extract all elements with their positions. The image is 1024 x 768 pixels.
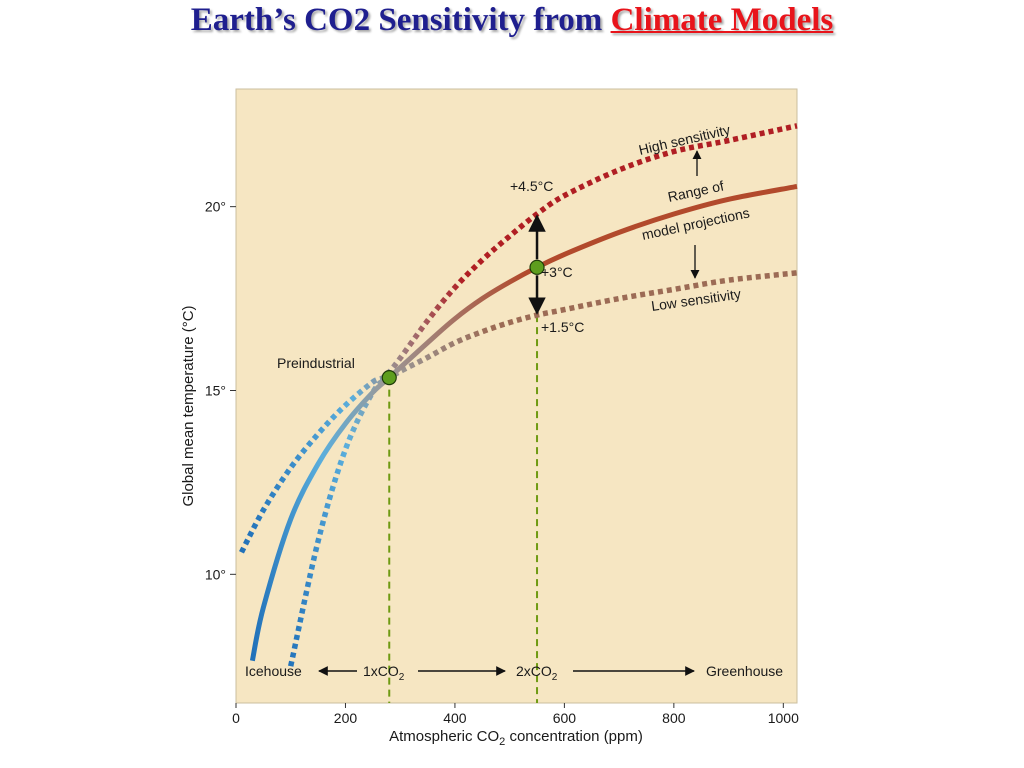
label-1xco2: 1xCO2 [363, 663, 405, 683]
x-tick-label: 1000 [768, 710, 799, 726]
series-high-sensitivity [239, 123, 798, 554]
y-tick-label: 20° [205, 199, 226, 215]
x-tick-label: 600 [553, 710, 577, 726]
y-axis-label: Global mean temperature (°C) [180, 305, 197, 506]
label-low-1-5: +1.5°C [541, 319, 584, 335]
label-preindustrial: Preindustrial [277, 355, 355, 371]
x-axis-label: Atmospheric CO2 concentration (ppm) [389, 728, 643, 748]
label-2xco2: 2xCO2 [516, 663, 558, 683]
label-icehouse: Icehouse [245, 663, 302, 679]
x-axis: 0 200 400 600 800 1000 [232, 703, 799, 726]
series-range-of-model-projections [249, 183, 798, 662]
series-low-sensitivity [288, 270, 798, 667]
slide-title: Earth’s CO2 Sensitivity from Climate Mod… [0, 0, 1024, 48]
x-tick-label: 400 [443, 710, 467, 726]
point-preindustrial [381, 370, 397, 386]
label-mid-3: +3°C [541, 264, 573, 280]
y-tick-label: 10° [205, 566, 226, 582]
x-tick-label: 200 [334, 710, 358, 726]
y-tick-label: 15° [205, 382, 226, 398]
slide-title-highlight: Climate Models [610, 2, 834, 38]
x-tick-label: 0 [232, 710, 240, 726]
slide-title-main: Earth’s CO2 Sensitivity from [190, 2, 611, 38]
x-tick-label: 800 [662, 710, 686, 726]
plot-background [235, 88, 798, 704]
label-greenhouse: Greenhouse [706, 663, 783, 679]
label-high-4-5: +4.5°C [510, 178, 553, 194]
point-2xco2 [529, 259, 545, 275]
y-axis: 10° 15° 20° [205, 199, 236, 582]
